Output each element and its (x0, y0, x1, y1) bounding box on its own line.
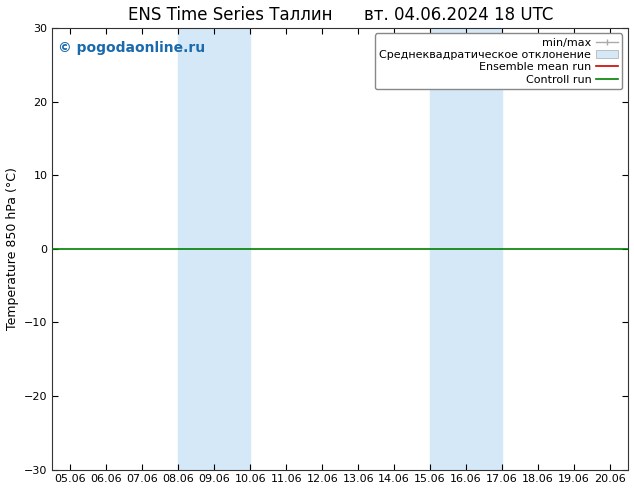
Bar (178, 28, 250, 469)
Legend: min/max, Среднеквадратическое отклонение, Ensemble mean run, Controll run: min/max, Среднеквадратическое отклонение… (375, 33, 623, 89)
Y-axis label: Temperature 850 hPa (°C): Temperature 850 hPa (°C) (6, 167, 18, 330)
Text: © pogodaonline.ru: © pogodaonline.ru (58, 41, 205, 55)
Title: ENS Time Series Таллин      вт. 04.06.2024 18 UTC: ENS Time Series Таллин вт. 04.06.2024 18… (127, 5, 553, 24)
Bar (430, 28, 502, 469)
